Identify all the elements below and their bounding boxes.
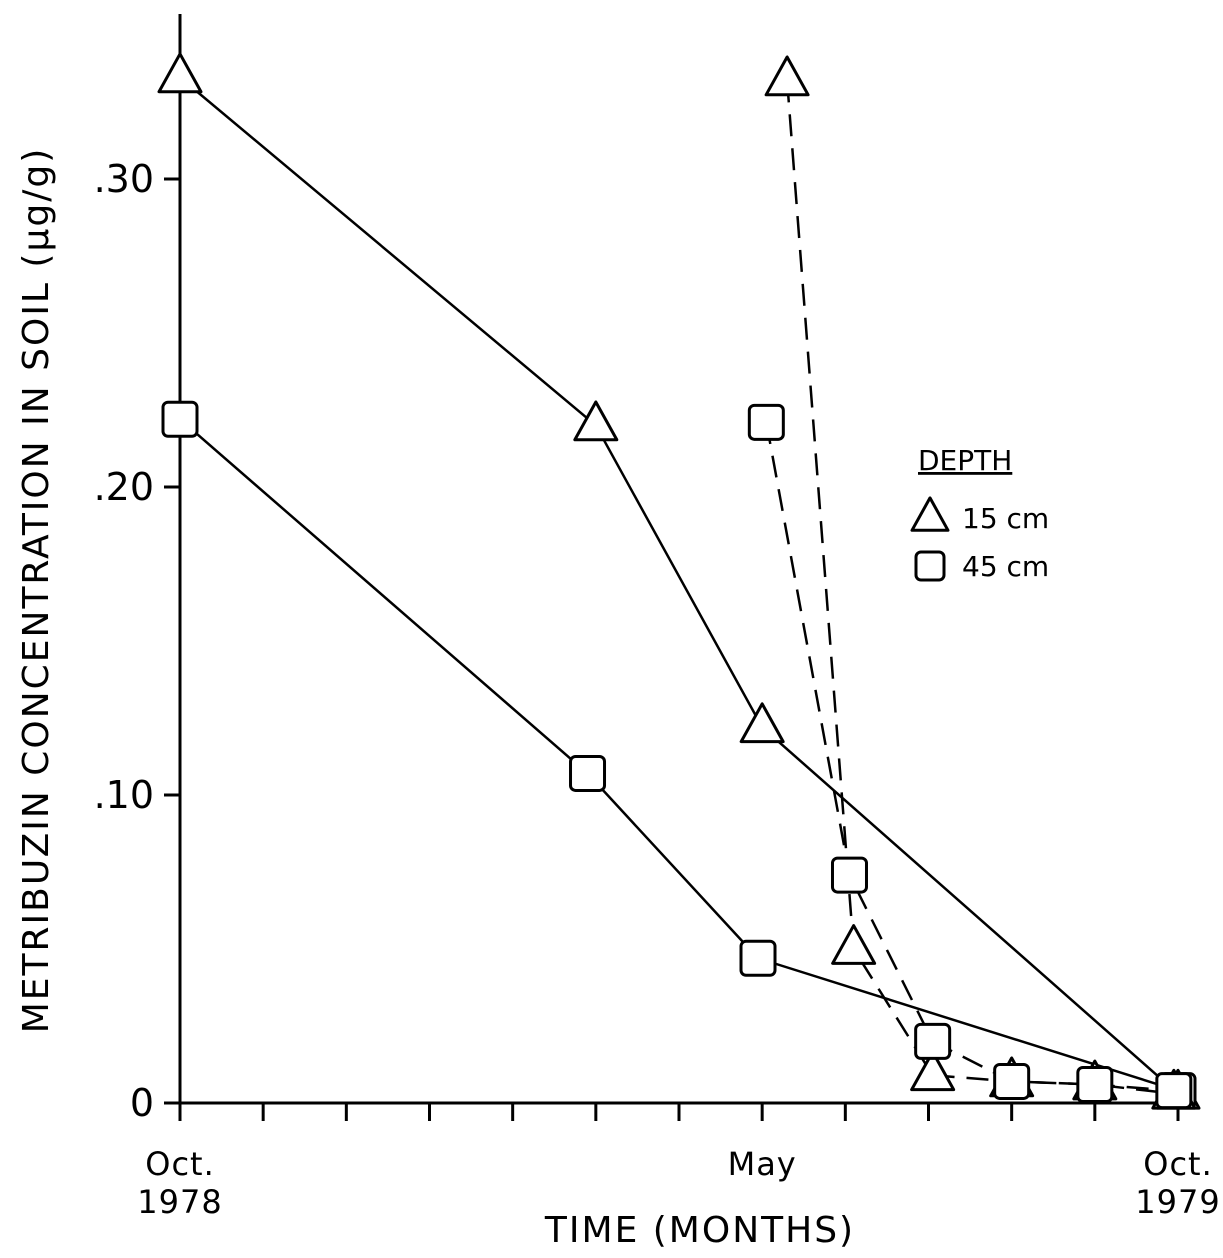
- x-axis-title: TIME (MONTHS): [544, 1210, 855, 1251]
- y-tick-label: .10: [94, 773, 154, 817]
- y-tick-label: .20: [94, 465, 154, 509]
- series-line-square-solid: [179, 418, 1179, 1092]
- y-axis-title: METRIBUZIN CONCENTRATION IN SOIL (µg/g): [16, 147, 57, 1034]
- data-point-square: [161, 400, 199, 438]
- data-point-square: [1076, 1066, 1114, 1104]
- data-point-square: [569, 754, 607, 792]
- legend-title: DEPTH: [918, 444, 1012, 477]
- legend-square-marker: [914, 550, 946, 582]
- data-point-triangle: [573, 400, 619, 442]
- data-point-square: [1155, 1072, 1193, 1110]
- data-point-square: [914, 1022, 952, 1060]
- data-point-square: [739, 939, 777, 977]
- legend: DEPTH 15 cm 45 cm: [910, 444, 1049, 583]
- data-point-triangle: [910, 1050, 956, 1092]
- legend-label: 15 cm: [962, 502, 1049, 535]
- x-tick-label: 1978: [137, 1183, 222, 1221]
- data-point-triangle: [764, 55, 810, 97]
- series-lines: [179, 76, 1179, 1096]
- data-point-triangle: [739, 702, 785, 744]
- legend-triangle-marker: [910, 496, 950, 532]
- data-point-triangle: [157, 52, 203, 94]
- data-point-square: [830, 856, 868, 894]
- legend-label: 45 cm: [962, 550, 1049, 583]
- y-tick-label: .30: [94, 157, 154, 201]
- x-tick-label: 1979: [1135, 1183, 1220, 1221]
- x-tick-label: May: [728, 1145, 797, 1183]
- data-point-square: [747, 403, 785, 441]
- x-tick-label: Oct.: [1143, 1145, 1213, 1183]
- y-tick-label: 0: [130, 1081, 154, 1125]
- series-line-triangle-solid: [179, 76, 1179, 1095]
- data-point-square: [993, 1062, 1031, 1100]
- x-tick-label: Oct.: [145, 1145, 215, 1183]
- series-markers: [157, 52, 1201, 1110]
- data-point-triangle: [831, 924, 877, 965]
